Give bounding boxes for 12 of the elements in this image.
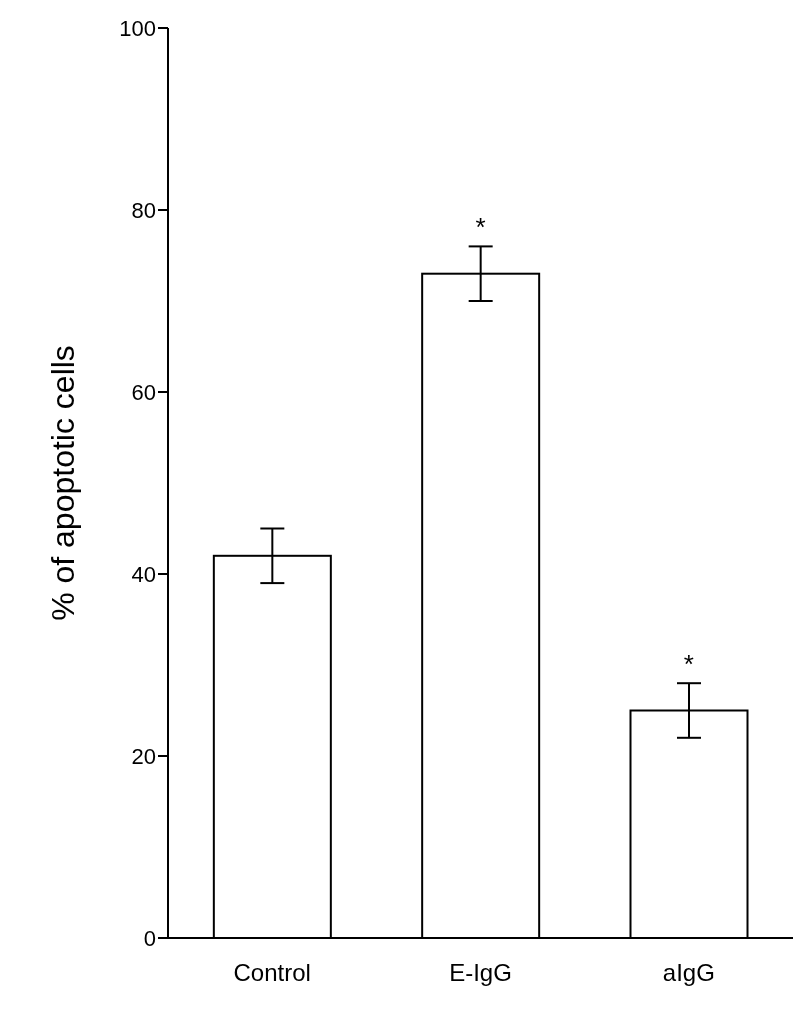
y-tick-label: 0 [143,925,156,951]
y-axis-title: % of apoptotic cells [45,345,82,621]
y-tick-label: 100 [119,15,156,41]
y-tick-label: 20 [131,743,156,769]
x-tick-label: E-IgG [449,959,512,987]
y-tick-label: 60 [131,379,156,405]
annotation: * [683,649,694,680]
annotation: * [475,212,486,243]
y-tick-label: 80 [131,197,156,223]
y-tick-label: 40 [131,561,156,587]
x-tick-label: aIgG [662,959,715,987]
x-tick-label: Control [233,959,311,987]
